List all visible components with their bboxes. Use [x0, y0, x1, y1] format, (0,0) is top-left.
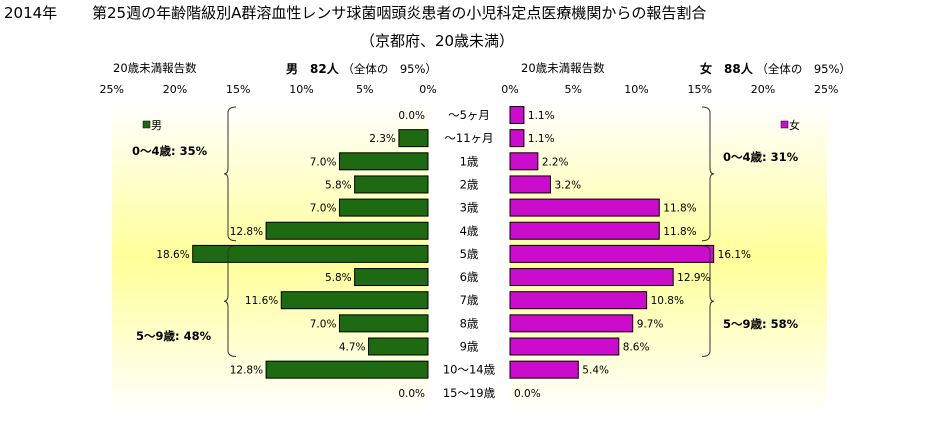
category-label: ～5ヶ月 — [448, 108, 490, 122]
left-x-tick-label: 5% — [356, 83, 373, 96]
female-value-label: 0.0% — [514, 388, 541, 400]
male-value-label: 4.7% — [339, 342, 366, 354]
right-x-tick-label: 25% — [814, 83, 838, 96]
left-count-label: 20歳未満報告数 — [113, 61, 197, 75]
male-value-label: 5.8% — [325, 179, 352, 191]
female-bar — [509, 198, 660, 217]
female-bar — [509, 152, 539, 171]
left-x-tick-label: 0% — [419, 83, 436, 96]
female-value-label: 16.1% — [718, 249, 751, 261]
female-bar — [509, 244, 715, 263]
male-brace-0-4 — [223, 106, 237, 242]
female-value-label: 3.2% — [554, 179, 581, 191]
male-bar — [265, 360, 429, 379]
female-brace-0-4 — [701, 106, 715, 242]
male-bar — [354, 175, 429, 194]
female-value-label: 5.4% — [582, 365, 609, 377]
left-x-tick-label: 15% — [226, 83, 250, 96]
category-label: 7歳 — [460, 293, 479, 307]
category-label: 4歳 — [460, 224, 479, 238]
right-share: （全体の 95%） — [756, 62, 851, 76]
right-count-label: 20歳未満報告数 — [521, 61, 605, 75]
female-value-label: 2.2% — [542, 156, 569, 168]
female-bar — [509, 221, 660, 240]
male-legend-swatch — [142, 120, 151, 129]
female-bar — [509, 106, 525, 124]
male-value-label: 5.8% — [325, 272, 352, 284]
male-value-label: 12.8% — [230, 226, 263, 238]
title-main: 第25週の年齢階級別A群溶血性レンサ球菌咽頭炎患者の小児科定点医療機関からの報告… — [92, 4, 707, 22]
left-x-tick-label: 20% — [163, 83, 187, 96]
male-bar — [354, 268, 429, 287]
female-legend-label: 女 — [789, 118, 800, 132]
female-value-label: 8.6% — [623, 342, 650, 354]
female-bar — [509, 314, 634, 333]
category-label: 9歳 — [460, 340, 479, 354]
right-summary: 女 88人 （全体の 95%） — [700, 60, 851, 77]
male-value-label: 7.0% — [310, 203, 337, 215]
category-label: 3歳 — [460, 201, 479, 215]
male-annotation-5-9: 5～9歳: 48% — [136, 329, 212, 343]
left-x-tick-label: 25% — [100, 83, 124, 96]
left-share: （全体の 95%） — [342, 62, 437, 76]
male-value-label: 18.6% — [156, 249, 189, 261]
female-bar — [509, 175, 551, 194]
male-value-label: 12.8% — [230, 365, 263, 377]
male-annotation-0-4: 0～4歳: 35% — [132, 144, 208, 158]
right-sex-summary: 女 88人 — [700, 62, 753, 76]
female-value-label: 12.9% — [677, 272, 710, 284]
female-value-label: 9.7% — [637, 318, 664, 330]
male-value-label: 0.0% — [398, 110, 425, 122]
right-x-tick-label: 10% — [624, 83, 648, 96]
category-label: 8歳 — [460, 316, 479, 330]
male-bar — [368, 337, 429, 356]
category-label: 10～14歳 — [443, 363, 496, 377]
left-x-tick-label: 10% — [289, 83, 313, 96]
category-label: 6歳 — [460, 270, 479, 284]
male-bar — [338, 152, 429, 171]
right-x-tick-label: 5% — [565, 83, 582, 96]
male-bar — [192, 244, 429, 263]
female-bar — [509, 129, 525, 148]
male-value-label: 0.0% — [398, 388, 425, 400]
right-x-tick-label: 20% — [751, 83, 775, 96]
female-brace-5-9 — [701, 245, 715, 357]
female-value-label: 1.1% — [528, 110, 555, 122]
right-x-tick-label: 15% — [688, 83, 712, 96]
male-value-label: 7.0% — [310, 156, 337, 168]
category-label: 5歳 — [460, 247, 479, 261]
female-value-label: 1.1% — [528, 133, 555, 145]
male-bar — [265, 221, 429, 240]
male-legend-label: 男 — [151, 119, 162, 132]
male-value-label: 7.0% — [310, 318, 337, 330]
female-value-label: 10.8% — [651, 295, 684, 307]
male-value-label: 11.6% — [245, 295, 278, 307]
chart-subtitle: （京都府、20歳未満） — [359, 32, 515, 50]
female-bar — [509, 291, 648, 310]
female-annotation-0-4: 0～4歳: 31% — [723, 150, 799, 164]
female-bar — [509, 268, 674, 287]
female-legend-swatch — [780, 120, 789, 129]
category-label: ～11ヶ月 — [444, 131, 493, 145]
male-bar — [338, 314, 429, 333]
female-value-label: 11.8% — [663, 226, 696, 238]
left-sex-summary: 男 82人 — [286, 62, 339, 76]
category-label: 1歳 — [460, 154, 479, 168]
left-summary: 男 82人 （全体の 95%） — [286, 60, 437, 77]
male-brace-5-9 — [223, 245, 237, 357]
female-bar — [509, 337, 620, 356]
title-year: 2014年 — [4, 4, 58, 22]
male-bar — [280, 291, 429, 310]
category-label: 2歳 — [460, 177, 479, 191]
category-label: 15～19歳 — [443, 386, 496, 400]
male-bar — [338, 198, 429, 217]
female-bar — [509, 360, 579, 379]
right-x-tick-label: 0% — [501, 83, 518, 96]
male-bar — [398, 129, 429, 148]
female-annotation-5-9: 5～9歳: 58% — [723, 317, 799, 331]
female-value-label: 11.8% — [663, 203, 696, 215]
male-value-label: 2.3% — [369, 133, 396, 145]
